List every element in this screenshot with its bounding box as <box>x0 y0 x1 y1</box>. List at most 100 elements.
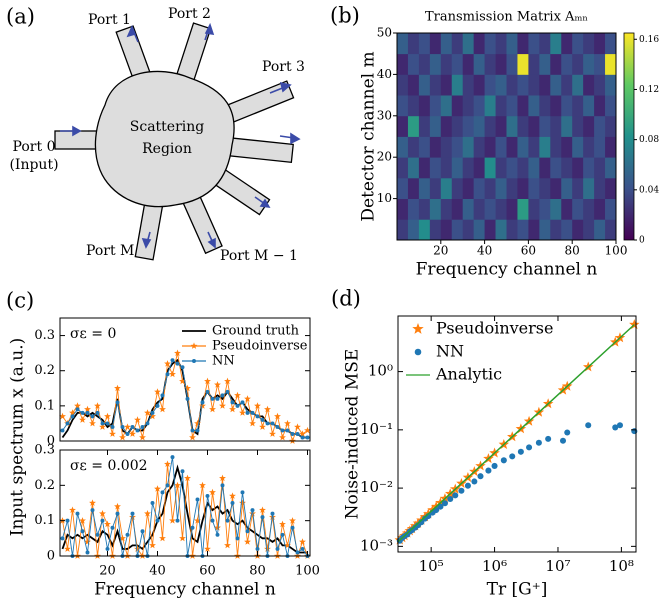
dot-marker <box>225 389 230 394</box>
dot-marker <box>585 422 592 429</box>
dot-marker <box>105 421 110 426</box>
dot-marker <box>471 478 478 485</box>
heat-cell <box>484 74 496 96</box>
series-line <box>62 353 308 443</box>
star-marker <box>79 517 86 524</box>
heat-cell <box>594 136 606 158</box>
heat-cell <box>583 95 595 117</box>
heat-cell <box>550 136 562 158</box>
heat-cell <box>429 219 442 241</box>
heat-cell <box>429 33 442 55</box>
heat-cell <box>407 115 420 137</box>
star-marker <box>59 412 66 420</box>
heat-cell <box>539 136 551 158</box>
heat-cell <box>561 115 573 137</box>
heat-cell <box>583 115 595 137</box>
y-tick-label: 10⁻¹ <box>360 420 393 438</box>
heat-cell <box>451 136 464 158</box>
dot-marker <box>245 529 250 534</box>
arrow-head <box>141 238 152 249</box>
star-marker <box>64 545 71 552</box>
star-marker <box>199 481 206 489</box>
dot-marker <box>115 400 120 405</box>
dot-marker <box>250 508 255 513</box>
heat-cell <box>583 219 595 241</box>
dot-marker <box>509 453 516 460</box>
heat-cell <box>397 95 409 117</box>
scattering-region <box>94 70 235 208</box>
annotation: σε = 0.002 <box>70 458 148 474</box>
heat-cell <box>440 33 453 55</box>
star-marker <box>259 423 266 430</box>
star-marker <box>194 419 201 427</box>
heat-cell <box>397 74 409 96</box>
dot-marker <box>250 410 255 415</box>
heat-cell <box>539 53 551 75</box>
heat-cell <box>517 74 529 96</box>
star-marker <box>224 377 231 385</box>
heat-cell <box>484 136 496 158</box>
heat-cell <box>484 198 496 220</box>
heat-cell <box>528 53 540 75</box>
heat-cell <box>506 198 518 220</box>
dot-marker <box>270 511 275 516</box>
heat-cell <box>506 53 518 75</box>
dot-marker <box>90 414 95 419</box>
heat-cell <box>528 74 540 96</box>
dot-marker <box>192 359 196 363</box>
heat-cell <box>517 115 529 137</box>
heat-cell <box>539 219 551 241</box>
dot-marker <box>220 393 225 398</box>
x-tick-label: 10⁸ <box>609 557 634 575</box>
star-marker <box>224 541 231 549</box>
y-tick-label: 0 <box>47 549 55 564</box>
star-marker <box>74 402 81 409</box>
dot-marker <box>65 518 70 523</box>
heat-cell <box>561 33 573 55</box>
heat-cell <box>506 95 518 117</box>
heat-cell <box>451 157 464 179</box>
heat-cell <box>572 53 584 75</box>
dot-marker <box>165 372 170 377</box>
heat-cell <box>451 115 464 137</box>
dot-marker <box>290 431 295 436</box>
heat-cell <box>440 95 453 117</box>
heat-cell <box>451 219 464 241</box>
star-marker <box>279 520 286 528</box>
colorbar-tick-label: 0.04 <box>639 185 659 195</box>
heat-cell <box>594 198 606 220</box>
heat-cell <box>440 157 453 179</box>
plot-frame <box>396 32 617 241</box>
dot-marker <box>70 414 75 419</box>
panel-label: (b) <box>330 4 360 28</box>
dot-marker <box>464 482 471 489</box>
heat-cell <box>539 33 551 55</box>
dot-marker <box>220 483 225 488</box>
heat-cell <box>484 157 496 179</box>
star-marker <box>239 409 246 416</box>
heat-cell <box>539 198 551 220</box>
dot-marker <box>160 490 165 495</box>
heat-cell <box>407 74 420 96</box>
heat-cell <box>594 219 606 241</box>
heat-cell <box>440 219 453 241</box>
dot-marker <box>185 396 190 401</box>
x-tick-label: 40 <box>477 244 492 258</box>
star-marker <box>134 545 141 552</box>
heat-cell <box>517 198 529 220</box>
dot-marker <box>105 546 110 551</box>
dot-marker <box>260 515 265 520</box>
heat-cell <box>539 115 551 137</box>
dot-marker <box>60 428 65 433</box>
dot-marker <box>477 473 484 480</box>
star-marker <box>114 502 121 510</box>
heat-cell <box>517 33 529 55</box>
heat-cell <box>484 95 496 117</box>
dot-marker <box>210 518 215 523</box>
star-marker <box>304 426 311 434</box>
arrow-head <box>126 25 137 38</box>
heat-cell <box>572 198 584 220</box>
arrow-head <box>259 198 271 208</box>
star-marker <box>69 506 76 513</box>
star-marker <box>299 430 306 437</box>
